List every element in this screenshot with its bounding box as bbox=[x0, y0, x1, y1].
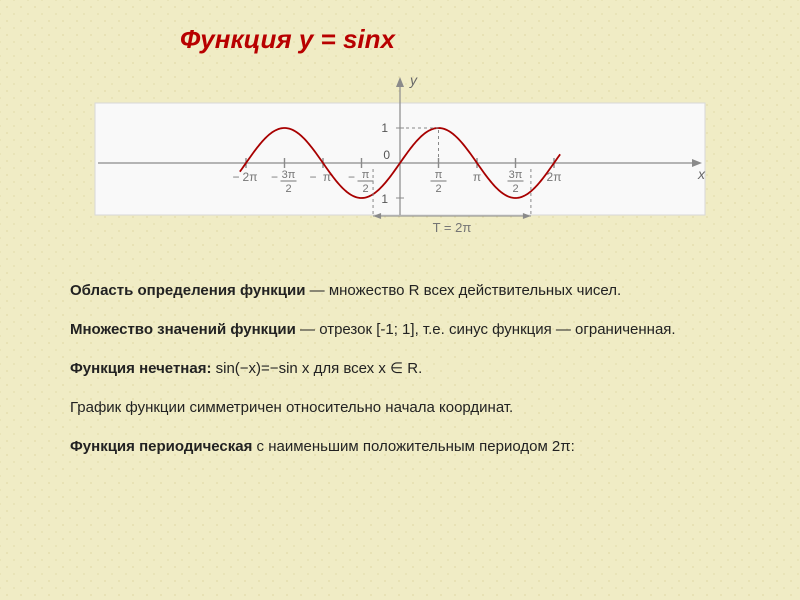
svg-text:2π: 2π bbox=[243, 170, 258, 184]
prop-odd-after: R. bbox=[403, 360, 422, 377]
svg-text:3π: 3π bbox=[282, 169, 296, 181]
svg-text:0: 0 bbox=[383, 148, 390, 162]
element-of-symbol: ∈ bbox=[390, 360, 403, 377]
svg-text:3π: 3π bbox=[509, 169, 523, 181]
prop-periodic: Функция периодическая с наименьшим полож… bbox=[70, 436, 720, 457]
prop-periodic-term: Функция периодическая bbox=[70, 438, 252, 455]
svg-text:2: 2 bbox=[285, 183, 291, 195]
prop-range-rest: — отрезок [-1; 1], т.е. синус функция — … bbox=[296, 321, 676, 338]
properties-list: Область определения функции — множество … bbox=[70, 280, 720, 457]
svg-text:π: π bbox=[362, 169, 370, 181]
svg-text:−: − bbox=[348, 170, 355, 184]
page-title: Функция y = sinx bbox=[180, 24, 760, 55]
svg-text:−: − bbox=[232, 170, 239, 184]
svg-text:−: − bbox=[309, 170, 316, 184]
svg-text:1: 1 bbox=[381, 192, 388, 206]
svg-text:−: − bbox=[271, 170, 278, 184]
svg-text:1: 1 bbox=[381, 121, 388, 135]
svg-text:π: π bbox=[435, 169, 443, 181]
svg-text:T = 2π: T = 2π bbox=[433, 220, 472, 235]
prop-range-term: Множество значений функции bbox=[70, 321, 296, 338]
svg-text:2: 2 bbox=[362, 183, 368, 195]
prop-symmetry: График функции симметричен относительно … bbox=[70, 397, 720, 418]
svg-text:y: y bbox=[409, 72, 418, 88]
svg-text:2: 2 bbox=[435, 183, 441, 195]
svg-text:x: x bbox=[697, 166, 706, 182]
svg-text:2: 2 bbox=[512, 183, 518, 195]
prop-odd: Функция нечетная: sin(−x)=−sin x для все… bbox=[70, 358, 720, 379]
title-text: Функция y = sinx bbox=[180, 24, 395, 54]
sine-chart-svg: yx101−2π−3π2−π−π2π2π3π22πT = 2π bbox=[90, 63, 710, 253]
prop-domain: Область определения функции — множество … bbox=[70, 280, 720, 301]
prop-odd-before: sin(−x)=−sin x для всех x bbox=[211, 360, 390, 377]
prop-domain-term: Область определения функции bbox=[70, 282, 305, 299]
svg-text:2π: 2π bbox=[547, 170, 562, 184]
sine-chart: yx101−2π−3π2−π−π2π2π3π22πT = 2π bbox=[90, 63, 710, 258]
prop-periodic-rest: с наименьшим положительным периодом 2π: bbox=[252, 438, 574, 455]
prop-range: Множество значений функции — отрезок [-1… bbox=[70, 319, 720, 340]
prop-symmetry-text: График функции симметричен относительно … bbox=[70, 399, 513, 416]
svg-text:π: π bbox=[473, 170, 481, 184]
prop-odd-term: Функция нечетная: bbox=[70, 360, 211, 377]
prop-domain-rest: — множество R всех действительных чисел. bbox=[305, 282, 621, 299]
